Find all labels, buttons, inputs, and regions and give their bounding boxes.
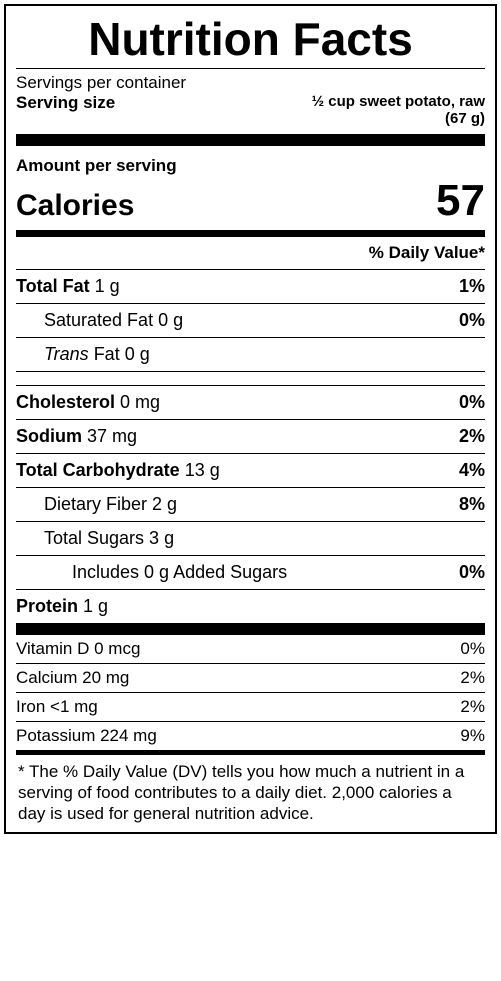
nutrient-name: Total Carbohydrate 13 g xyxy=(16,460,220,481)
vitamin-name: Vitamin D 0 mcg xyxy=(16,639,140,659)
calories-label: Calories xyxy=(16,189,134,223)
nutrient-row: Sodium 37 mg 2% xyxy=(16,420,485,454)
nutrient-dv: 2% xyxy=(459,426,485,447)
nutrient-dv: 1% xyxy=(459,276,485,297)
nutrient-dv: 4% xyxy=(459,460,485,481)
nutrient-name: Sodium 37 mg xyxy=(16,426,137,447)
vitamin-row: Potassium 224 mg 9% xyxy=(16,722,485,755)
nutrient-row: Trans Fat 0 g xyxy=(16,338,485,372)
nutrient-dv: 0% xyxy=(459,310,485,331)
nutrient-name: Includes 0 g Added Sugars xyxy=(16,562,287,583)
vitamin-dv: 2% xyxy=(460,697,485,717)
serving-size-line1: ½ cup sweet potato, raw xyxy=(312,93,485,110)
nutrient-dv: 8% xyxy=(459,494,485,515)
main-nutrients: Total Fat 1 g 1% Saturated Fat 0 g 0% Trans … xyxy=(16,270,485,635)
nutrient-row: Total Carbohydrate 13 g 4% xyxy=(16,454,485,488)
vitamin-row: Iron <1 mg 2% xyxy=(16,693,485,722)
nutrient-row: Total Fat 1 g 1% xyxy=(16,270,485,304)
daily-value-header: % Daily Value* xyxy=(16,237,485,270)
spacer-row xyxy=(16,372,485,386)
footnote: * The % Daily Value (DV) tells you how m… xyxy=(16,755,485,825)
vitamin-row: Calcium 20 mg 2% xyxy=(16,664,485,693)
nutrient-name: Total Fat 1 g xyxy=(16,276,120,297)
nutrient-name: Trans Fat 0 g xyxy=(16,344,150,365)
amount-per-serving-label: Amount per serving xyxy=(16,146,485,176)
nutrient-row: Saturated Fat 0 g 0% xyxy=(16,304,485,338)
calories-value: 57 xyxy=(436,176,485,226)
vitamin-nutrients: Vitamin D 0 mcg0%Calcium 20 mg2%Iron <1 … xyxy=(16,635,485,755)
servings-per-container-label: Servings per container xyxy=(16,73,186,93)
vitamin-dv: 9% xyxy=(460,726,485,746)
nutrient-name: Cholesterol 0 mg xyxy=(16,392,160,413)
nutrient-dv: 0% xyxy=(459,392,485,413)
nutrient-dv: 0% xyxy=(459,562,485,583)
vitamin-name: Iron <1 mg xyxy=(16,697,98,717)
serving-size-label: Serving size xyxy=(16,93,115,113)
vitamin-dv: 0% xyxy=(460,639,485,659)
nutrient-row: Total Sugars 3 g xyxy=(16,522,485,556)
vitamin-row: Vitamin D 0 mcg 0% xyxy=(16,635,485,664)
vitamin-name: Calcium 20 mg xyxy=(16,668,129,688)
nutrient-name: Protein 1 g xyxy=(16,596,108,617)
serving-size-line2: (67 g) xyxy=(445,110,485,127)
nutrient-name: Saturated Fat 0 g xyxy=(16,310,183,331)
serving-block: Servings per container Serving size ½ cu… xyxy=(16,69,485,146)
nutrient-row: Includes 0 g Added Sugars 0% xyxy=(16,556,485,590)
calories-row: Calories 57 xyxy=(16,176,485,237)
nutrient-row: Cholesterol 0 mg 0% xyxy=(16,386,485,420)
nutrient-name: Total Sugars 3 g xyxy=(16,528,174,549)
vitamin-name: Potassium 224 mg xyxy=(16,726,157,746)
vitamin-dv: 2% xyxy=(460,668,485,688)
nutrient-name: Dietary Fiber 2 g xyxy=(16,494,177,515)
nutrient-row: Dietary Fiber 2 g 8% xyxy=(16,488,485,522)
title: Nutrition Facts xyxy=(16,6,485,69)
serving-size-value: ½ cup sweet potato, raw (67 g) xyxy=(312,93,485,128)
nutrition-facts-label: Nutrition Facts Servings per container S… xyxy=(4,4,497,834)
nutrient-row: Protein 1 g xyxy=(16,590,485,635)
